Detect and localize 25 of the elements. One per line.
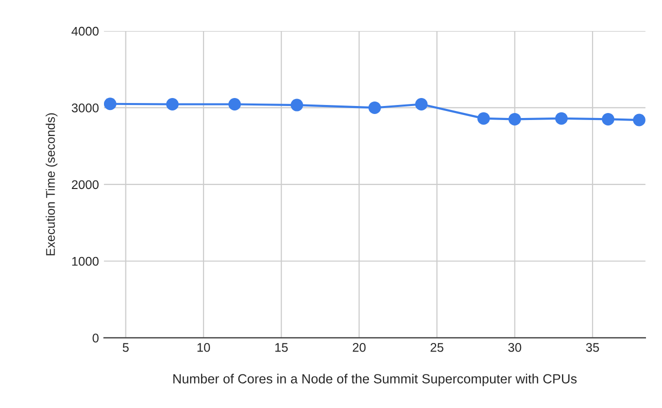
y-tick-label: 1000 <box>72 256 99 266</box>
point <box>632 114 646 126</box>
point <box>555 112 568 125</box>
y-tick-label: 0 <box>92 334 99 342</box>
x-tick-label: 10 <box>198 343 210 352</box>
point <box>368 101 381 114</box>
x-tick-label: 30 <box>508 343 522 352</box>
y-axis-title: Execution Time (seconds) <box>46 113 58 256</box>
point <box>104 98 116 110</box>
x-tick-label: 5 <box>122 343 129 352</box>
x-tick-label: 15 <box>275 343 288 352</box>
point <box>166 98 179 111</box>
point <box>508 112 521 126</box>
point <box>415 98 428 111</box>
y-tick-label: 2000 <box>72 180 99 190</box>
x-tick-label: 25 <box>430 343 444 352</box>
point <box>228 98 241 111</box>
x-axis-title: Number of Cores in a Node of the Summit Supercomputer with CPUs <box>173 374 577 386</box>
point <box>477 112 490 125</box>
y-tick-label: 3000 <box>72 104 99 112</box>
point <box>602 112 614 126</box>
point <box>290 98 304 112</box>
x-tick-label: 35 <box>586 343 599 352</box>
x-tick-label: 20 <box>352 343 366 352</box>
y-tick-label: 4000 <box>72 26 99 36</box>
